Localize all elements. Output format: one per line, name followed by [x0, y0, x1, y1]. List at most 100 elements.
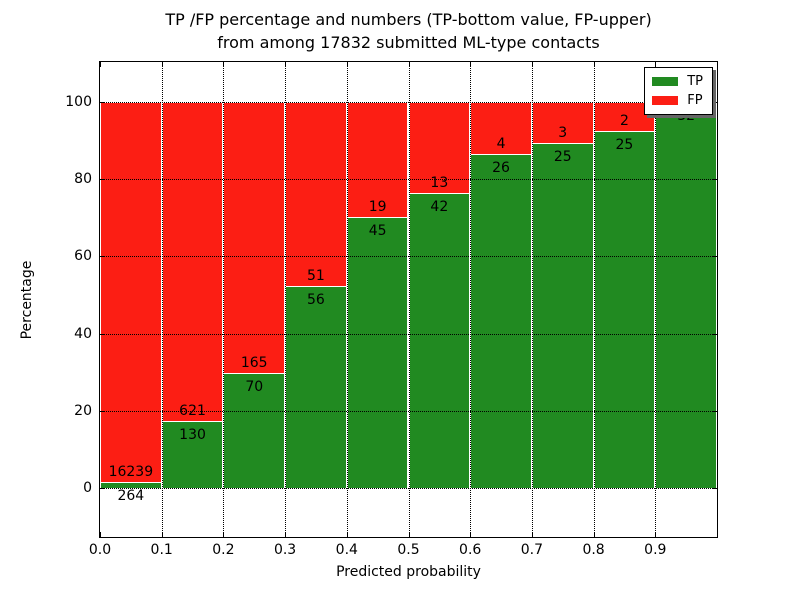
gridline-vertical — [655, 62, 657, 537]
bar-segment-fp — [161, 102, 224, 422]
chart-title: TP /FP percentage and numbers (TP-bottom… — [100, 8, 717, 54]
x-tick-mark-bottom — [223, 532, 225, 537]
x-tick-mark-bottom — [100, 532, 101, 537]
bar-segment-tp — [655, 102, 717, 488]
x-tick-label: 0.9 — [644, 542, 667, 558]
bar-label-fp: 19 — [368, 198, 387, 215]
x-tick-label: 0.7 — [520, 542, 544, 558]
bar-label-tp: 26 — [492, 159, 510, 176]
gridline-vertical — [408, 62, 410, 537]
x-tick-label: 0.3 — [273, 542, 297, 558]
legend-label-tp: TP — [687, 74, 703, 89]
x-tick-mark-bottom — [285, 532, 287, 537]
y-axis-label: Percentage — [19, 260, 35, 340]
bar-label-tp: 42 — [430, 199, 449, 216]
bar-segment-tp — [100, 481, 162, 488]
gridline-vertical — [161, 62, 163, 537]
chart-title-line2: from among 17832 submitted ML-type conta… — [217, 33, 600, 52]
x-tick-mark-top — [285, 62, 287, 67]
bar-label-fp: 3 — [558, 125, 568, 142]
bar-label-fp: 2 — [619, 112, 629, 129]
x-tick-mark-top — [593, 62, 595, 67]
x-tick-mark-bottom — [470, 532, 472, 537]
chart-title-line1: TP /FP percentage and numbers (TP-bottom… — [165, 10, 652, 29]
gridline-vertical — [593, 62, 595, 537]
bar-label-fp: 621 — [179, 403, 206, 420]
x-tick-label: 0.5 — [397, 542, 420, 558]
bars-layer: 16239 264 621 130 165 70 51 56 19 45 13 42 4 26 3 25 2 25… — [100, 62, 717, 537]
bar-segment-tp — [408, 193, 471, 488]
y-tick-label: 60 — [74, 248, 92, 265]
bar-segment-fp — [223, 102, 286, 374]
bar-segment-tp — [470, 153, 532, 488]
gridline-vertical — [346, 62, 348, 537]
x-tick-mark-bottom — [717, 532, 718, 537]
bar-label-fp: 16239 — [108, 463, 154, 480]
x-tick-mark-top — [470, 62, 472, 67]
bar-segment-tp — [223, 373, 286, 488]
x-tick-label: 0.8 — [582, 542, 605, 558]
bar-segment-fp — [100, 102, 162, 482]
bar-label-tp: 25 — [615, 136, 634, 153]
legend-swatch-fp-icon — [652, 96, 679, 105]
x-tick-mark-top — [161, 62, 163, 67]
y-tick-mark-left — [100, 487, 105, 489]
y-tick-label: 40 — [74, 325, 92, 342]
gridline-vertical — [531, 62, 533, 537]
legend: TP FP — [644, 67, 713, 115]
x-tick-label: 0.4 — [335, 542, 358, 558]
y-tick-label: 20 — [74, 402, 92, 419]
x-tick-mark-top — [531, 62, 533, 67]
y-tick-mark-left — [100, 256, 105, 258]
x-tick-mark-top — [717, 62, 718, 67]
bar-segment-tp — [285, 286, 347, 488]
y-tick-label: 0 — [83, 479, 92, 496]
x-tick-mark-top — [408, 62, 410, 67]
bar-label-tp: 130 — [179, 427, 206, 444]
y-tick-mark-right — [712, 102, 717, 104]
y-tick-mark-left — [100, 102, 105, 104]
x-tick-mark-top — [655, 62, 657, 67]
x-axis-label: Predicted probability — [336, 564, 481, 580]
y-tick-mark-right — [712, 333, 717, 335]
legend-item-tp: TP — [652, 72, 703, 91]
bar-label-fp: 51 — [307, 268, 325, 285]
bar-segment-fp — [408, 102, 471, 194]
x-tick-label: 0.0 — [88, 542, 112, 558]
bar-label-fp: 4 — [496, 135, 506, 152]
y-tick-mark-right — [712, 179, 717, 181]
grid-layer — [100, 62, 717, 537]
x-tick-mark-bottom — [593, 532, 595, 537]
y-tick-label: 100 — [65, 94, 92, 111]
y-tick-mark-left — [100, 410, 105, 412]
y-tick-mark-right — [712, 487, 717, 489]
gridline-vertical — [470, 62, 472, 537]
bar-label-fp: 13 — [430, 175, 449, 192]
bar-label-tp: 45 — [368, 222, 387, 239]
x-tick-label: 0.2 — [212, 542, 235, 558]
bar-segment-fp — [531, 102, 594, 144]
bar-segment-tp — [593, 130, 656, 488]
bar-segment-tp — [531, 143, 594, 488]
x-tick-mark-bottom — [408, 532, 410, 537]
bar-segment-fp — [285, 102, 347, 287]
x-tick-mark-top — [223, 62, 225, 67]
bar-label-tp: 56 — [307, 292, 325, 309]
gridline-vertical — [223, 62, 225, 537]
bar-label-tp: 25 — [553, 149, 572, 166]
bar-label-tp: 70 — [245, 379, 264, 396]
y-tick-label: 80 — [74, 171, 92, 188]
x-tick-mark-top — [100, 62, 101, 67]
plot-area: 16239 264 621 130 165 70 51 56 19 45 13 42 4 26 3 25 2 25… — [99, 61, 718, 538]
tick-marks-layer — [100, 62, 718, 537]
y-tick-mark-left — [100, 333, 105, 335]
legend-item-fp: FP — [652, 91, 703, 110]
x-tick-mark-bottom — [655, 532, 657, 537]
x-tick-mark-top — [346, 62, 348, 67]
y-tick-mark-right — [712, 256, 717, 258]
x-tick-label: 0.1 — [150, 542, 173, 558]
x-tick-mark-bottom — [346, 532, 348, 537]
bar-label-tp: 264 — [117, 487, 145, 504]
legend-swatch-tp-icon — [652, 77, 679, 86]
